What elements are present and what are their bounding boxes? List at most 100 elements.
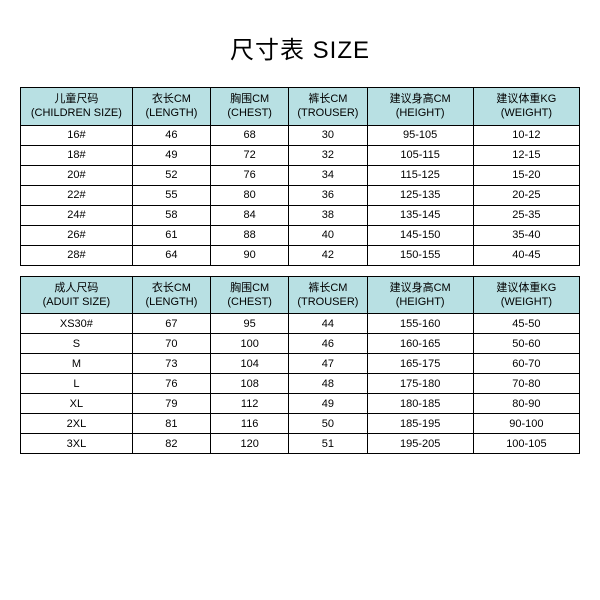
table-cell: 67 [132, 314, 210, 334]
table-cell: 180-185 [367, 394, 473, 414]
table-cell: 64 [132, 245, 210, 265]
table-cell: M [21, 354, 133, 374]
table-row: S7010046160-16550-60 [21, 334, 580, 354]
table-cell: 95-105 [367, 125, 473, 145]
table-cell: 38 [289, 205, 367, 225]
table-cell: 70-80 [473, 374, 579, 394]
children-size-table: 儿童尺码(CHILDREN SIZE) 衣长CM(LENGTH) 胸围CM(CH… [20, 87, 580, 266]
table-cell: 84 [211, 205, 289, 225]
table-cell: XS30# [21, 314, 133, 334]
col-weight: 建议体重KG(WEIGHT) [473, 88, 579, 126]
table-cell: L [21, 374, 133, 394]
table-cell: 90-100 [473, 414, 579, 434]
table-cell: 76 [132, 374, 210, 394]
table-row: 16#46683095-10510-12 [21, 125, 580, 145]
table-cell: 2XL [21, 414, 133, 434]
col-height: 建议身高CM(HEIGHT) [367, 88, 473, 126]
table-row: 20#527634115-12515-20 [21, 165, 580, 185]
table-cell: S [21, 334, 133, 354]
table-row: XL7911249180-18580-90 [21, 394, 580, 414]
table-cell: 70 [132, 334, 210, 354]
table-cell: 60-70 [473, 354, 579, 374]
col-trouser: 裤长CM(TROUSER) [289, 88, 367, 126]
table-cell: 51 [289, 434, 367, 454]
table-cell: 95 [211, 314, 289, 334]
table-cell: XL [21, 394, 133, 414]
col-trouser: 裤长CM(TROUSER) [289, 276, 367, 314]
table-header-row: 儿童尺码(CHILDREN SIZE) 衣长CM(LENGTH) 胸围CM(CH… [21, 88, 580, 126]
table-cell: 28# [21, 245, 133, 265]
table-cell: 135-145 [367, 205, 473, 225]
table-cell: 175-180 [367, 374, 473, 394]
table-cell: 24# [21, 205, 133, 225]
table-cell: 88 [211, 225, 289, 245]
table-cell: 185-195 [367, 414, 473, 434]
table-cell: 160-165 [367, 334, 473, 354]
table-cell: 58 [132, 205, 210, 225]
table-cell: 45-50 [473, 314, 579, 334]
table-cell: 44 [289, 314, 367, 334]
table-cell: 48 [289, 374, 367, 394]
table-row: 24#588438135-14525-35 [21, 205, 580, 225]
table-cell: 105-115 [367, 145, 473, 165]
children-tbody: 16#46683095-10510-1218#497232105-11512-1… [21, 125, 580, 265]
table-cell: 32 [289, 145, 367, 165]
table-cell: 47 [289, 354, 367, 374]
table-cell: 76 [211, 165, 289, 185]
table-cell: 52 [132, 165, 210, 185]
table-cell: 35-40 [473, 225, 579, 245]
table-cell: 40 [289, 225, 367, 245]
table-cell: 145-150 [367, 225, 473, 245]
col-length: 衣长CM(LENGTH) [132, 276, 210, 314]
col-weight: 建议体重KG(WEIGHT) [473, 276, 579, 314]
table-row: 22#558036125-13520-25 [21, 185, 580, 205]
table-cell: 195-205 [367, 434, 473, 454]
table-cell: 108 [211, 374, 289, 394]
table-cell: 120 [211, 434, 289, 454]
table-cell: 73 [132, 354, 210, 374]
adult-tbody: XS30#679544155-16045-50S7010046160-16550… [21, 314, 580, 454]
table-cell: 80 [211, 185, 289, 205]
table-cell: 36 [289, 185, 367, 205]
table-cell: 46 [132, 125, 210, 145]
table-cell: 100 [211, 334, 289, 354]
table-cell: 50-60 [473, 334, 579, 354]
table-cell: 125-135 [367, 185, 473, 205]
table-cell: 10-12 [473, 125, 579, 145]
table-cell: 30 [289, 125, 367, 145]
table-row: L7610848175-18070-80 [21, 374, 580, 394]
col-size: 成人尺码(ADUIT SIZE) [21, 276, 133, 314]
col-size: 儿童尺码(CHILDREN SIZE) [21, 88, 133, 126]
table-cell: 3XL [21, 434, 133, 454]
table-cell: 40-45 [473, 245, 579, 265]
table-cell: 68 [211, 125, 289, 145]
table-cell: 49 [289, 394, 367, 414]
table-cell: 81 [132, 414, 210, 434]
table-cell: 116 [211, 414, 289, 434]
table-row: 3XL8212051195-205100-105 [21, 434, 580, 454]
col-height: 建议身高CM(HEIGHT) [367, 276, 473, 314]
table-cell: 46 [289, 334, 367, 354]
table-cell: 165-175 [367, 354, 473, 374]
table-row: M7310447165-17560-70 [21, 354, 580, 374]
tables-wrap: 儿童尺码(CHILDREN SIZE) 衣长CM(LENGTH) 胸围CM(CH… [20, 87, 580, 454]
table-row: 28#649042150-15540-45 [21, 245, 580, 265]
page-title: 尺寸表 SIZE [230, 30, 370, 65]
table-spacer [20, 266, 580, 276]
table-cell: 22# [21, 185, 133, 205]
table-cell: 90 [211, 245, 289, 265]
table-cell: 55 [132, 185, 210, 205]
table-cell: 15-20 [473, 165, 579, 185]
col-length: 衣长CM(LENGTH) [132, 88, 210, 126]
table-cell: 100-105 [473, 434, 579, 454]
table-cell: 155-160 [367, 314, 473, 334]
table-cell: 72 [211, 145, 289, 165]
table-cell: 20-25 [473, 185, 579, 205]
table-cell: 42 [289, 245, 367, 265]
table-cell: 18# [21, 145, 133, 165]
table-cell: 115-125 [367, 165, 473, 185]
table-row: 26#618840145-15035-40 [21, 225, 580, 245]
table-row: 2XL8111650185-19590-100 [21, 414, 580, 434]
table-cell: 25-35 [473, 205, 579, 225]
col-chest: 胸围CM(CHEST) [211, 88, 289, 126]
